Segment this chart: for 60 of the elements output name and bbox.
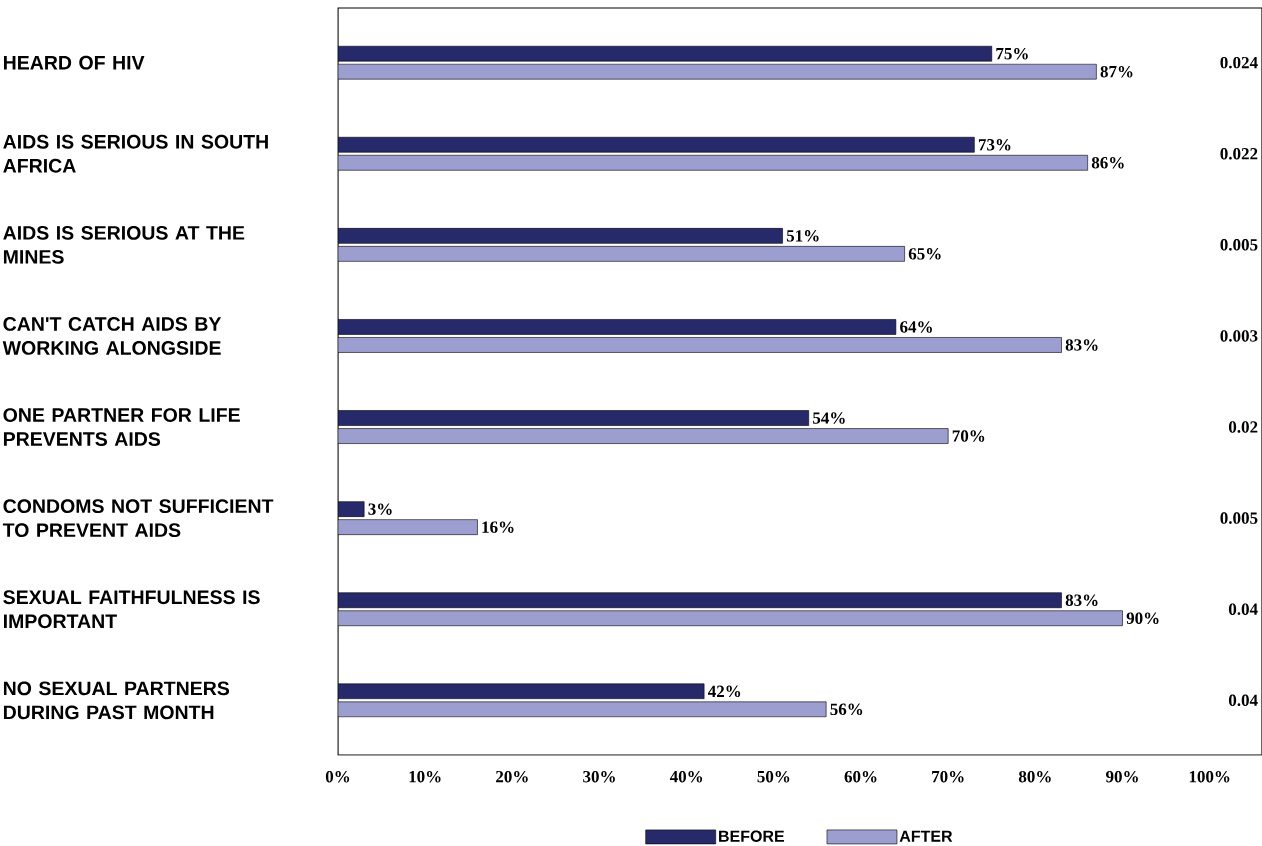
- data-label: 64%: [900, 321, 932, 333]
- bar: [338, 228, 783, 244]
- data-label: 16%: [482, 521, 514, 533]
- bar: [338, 154, 1088, 171]
- data-label: 83%: [1065, 594, 1098, 606]
- y-tick-label: AIDS IS SERIOUS IN SOUTH AFRICA: [3, 134, 268, 173]
- bar: [338, 63, 1097, 80]
- x-tick-label: 30%: [583, 770, 615, 783]
- annotation: 0.003: [1220, 330, 1258, 342]
- annotation: 0.04: [1228, 694, 1258, 707]
- bar: [338, 428, 949, 444]
- bar: [338, 519, 478, 535]
- y-tick-label: CONDOMS NOT SUFFICIENT TO PREVENT AIDS: [2, 499, 274, 538]
- y-tick-label: NO SEXUAL PARTNERS DURING PAST MONTH: [3, 681, 230, 720]
- x-tick-label: 10%: [409, 770, 441, 783]
- data-label: 70%: [952, 430, 985, 442]
- bar: [338, 45, 993, 62]
- data-label: 42%: [707, 685, 741, 698]
- data-label: 75%: [996, 47, 1028, 60]
- x-tick-label: 60%: [844, 770, 877, 783]
- data-label: 87%: [1100, 65, 1133, 78]
- x-tick-label: 0%: [325, 770, 350, 783]
- x-tick-label: 50%: [757, 770, 790, 783]
- bar: [338, 136, 975, 153]
- data-label: 65%: [908, 248, 941, 260]
- annotation: 0.04: [1228, 603, 1258, 616]
- legend-label: AFTER: [899, 830, 953, 842]
- bar: [338, 337, 1062, 353]
- y-tick-label: ONE PARTNER FOR LIFE PREVENTS AIDS: [3, 408, 240, 446]
- y-tick-label: HEARD OF HIV: [3, 55, 145, 70]
- bar: [338, 410, 810, 426]
- bar: [338, 501, 365, 517]
- bar: [338, 701, 827, 718]
- y-tick-label: CAN'T CATCH AIDS BY WORKING ALONGSIDE: [2, 317, 222, 355]
- data-label: 86%: [1091, 157, 1124, 169]
- annotation: 0.005: [1220, 239, 1258, 251]
- x-tick-label: 90%: [1106, 770, 1138, 783]
- data-label: 90%: [1126, 612, 1159, 624]
- data-label: 83%: [1065, 339, 1098, 351]
- bar: [338, 246, 905, 262]
- y-tick-label: SEXUAL FAITHFULNESS IS IMPORTANT: [3, 590, 260, 629]
- data-label: 51%: [786, 230, 819, 242]
- annotation: 0.022: [1220, 147, 1258, 160]
- x-tick-label: 40%: [669, 770, 703, 783]
- legend-label: BEFORE: [719, 830, 785, 842]
- data-label: 3%: [368, 503, 392, 515]
- bar: [338, 610, 1123, 627]
- x-tick-label: 20%: [496, 770, 528, 783]
- x-tick-label: 70%: [932, 770, 964, 783]
- data-label: 54%: [813, 412, 845, 424]
- data-label: 56%: [830, 703, 863, 716]
- annotation: 0.02: [1228, 421, 1258, 433]
- data-label: 73%: [978, 139, 1011, 151]
- bar: [338, 683, 705, 700]
- x-tick-label: 100%: [1189, 770, 1230, 783]
- annotation: 0.005: [1220, 512, 1258, 524]
- x-tick-label: 80%: [1018, 770, 1051, 783]
- annotation: 0.024: [1220, 56, 1258, 69]
- bar: [338, 319, 897, 335]
- y-tick-label: AIDS IS SERIOUS AT THE MINES: [3, 225, 245, 264]
